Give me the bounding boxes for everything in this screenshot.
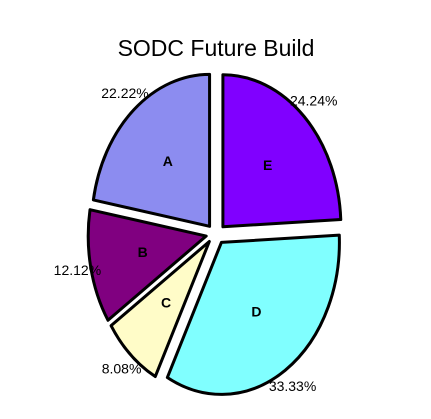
slice-label: A (163, 153, 173, 169)
value-label: 24.24% (290, 93, 337, 109)
pie-slice (86, 208, 208, 322)
value-label: 33.33% (269, 378, 316, 394)
pie-slice (91, 72, 212, 228)
pie-slice (221, 73, 343, 229)
value-label: 22.22% (101, 85, 148, 101)
chart-title: SODC Future Build (118, 35, 315, 61)
slice-label: D (251, 303, 261, 319)
pie-slice (165, 233, 341, 396)
slice-label: E (263, 157, 272, 173)
pie-slice (109, 239, 211, 379)
value-label: 12.12% (54, 262, 101, 278)
value-label: 8.08% (102, 361, 142, 377)
slice-label: B (138, 244, 148, 260)
slice-label: C (161, 294, 171, 310)
